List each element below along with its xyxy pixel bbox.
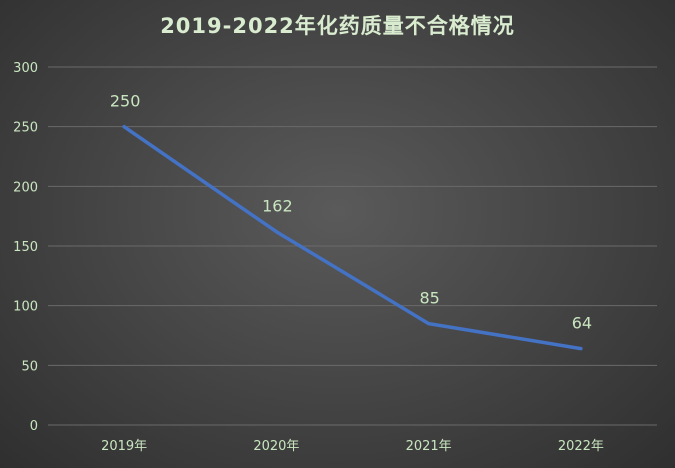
y-tick-label: 50 <box>21 359 38 374</box>
y-tick-label: 300 <box>13 61 38 76</box>
y-tick-label: 150 <box>13 240 38 255</box>
x-tick-label: 2019年 <box>101 439 147 454</box>
gridlines <box>48 66 657 426</box>
y-tick-label: 100 <box>13 300 38 315</box>
data-label: 64 <box>572 314 592 333</box>
x-tick-label: 2020年 <box>253 439 299 454</box>
data-label: 85 <box>419 289 439 308</box>
y-axis-ticks: 0 50 100 150 200 250 300 <box>13 61 38 434</box>
x-axis-ticks: 2019年 2020年 2021年 2022年 <box>101 439 604 454</box>
chart-title: 2019-2022年化药质量不合格情况 <box>160 14 515 38</box>
y-tick-label: 200 <box>13 180 38 195</box>
y-tick-label: 0 <box>30 419 38 434</box>
y-tick-label: 250 <box>13 121 38 136</box>
series-line <box>122 124 583 351</box>
data-labels: 250 162 85 64 <box>110 92 592 333</box>
x-tick-label: 2021年 <box>406 439 452 454</box>
x-tick-label: 2022年 <box>558 439 604 454</box>
data-label: 162 <box>262 197 293 216</box>
data-label: 250 <box>110 92 141 111</box>
